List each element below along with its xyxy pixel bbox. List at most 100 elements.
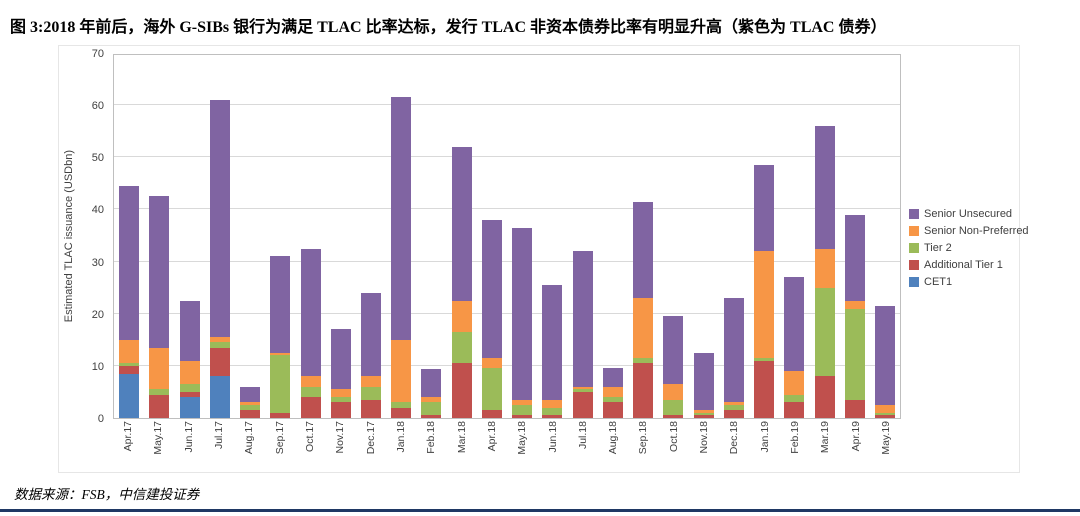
bar-segment-senior-unsecured xyxy=(633,201,654,299)
bar-segment-tier-2 xyxy=(633,358,654,364)
gridline xyxy=(114,156,900,158)
bar-segment-tier-2 xyxy=(602,397,623,403)
x-tick-label: Jul.18 xyxy=(576,421,589,450)
bar-segment-tier-2 xyxy=(179,384,200,392)
x-tick-slot: May.18 xyxy=(507,421,537,471)
bar-Sep.18 xyxy=(628,55,658,418)
legend-item-additional-tier-1: Additional Tier 1 xyxy=(909,259,1021,271)
x-tick-slot: Feb.19 xyxy=(780,421,810,471)
bar-segment-senior-non-preferred xyxy=(360,376,381,387)
x-tick-slot: Sep.18 xyxy=(628,421,658,471)
x-tick-slot: Apr.17 xyxy=(113,421,143,471)
bar-segment-additional-tier-1 xyxy=(300,397,321,418)
x-tick-label: Apr.18 xyxy=(485,421,498,452)
bar-segment-additional-tier-1 xyxy=(481,410,502,418)
bar-Dec.17 xyxy=(356,55,386,418)
bar-segment-senior-unsecured xyxy=(754,165,775,252)
bar-segment-senior-unsecured xyxy=(602,368,623,387)
stacked-bar xyxy=(663,316,684,418)
bar-segment-senior-unsecured xyxy=(330,329,351,390)
x-tick-label: May.19 xyxy=(879,421,892,455)
legend-item-cet1: CET1 xyxy=(909,276,1021,288)
x-tick-slot: Jun.17 xyxy=(174,421,204,471)
bar-segment-cet1 xyxy=(179,397,200,418)
stacked-bar xyxy=(360,292,381,418)
x-tick-slot: Aug.17 xyxy=(234,421,264,471)
bar-Nov.18 xyxy=(688,55,718,418)
bar-segment-tier-2 xyxy=(451,331,472,364)
legend-swatch xyxy=(909,277,919,287)
gridline xyxy=(114,312,900,314)
source-note: 数据来源：FSB，中信建投证券 xyxy=(14,487,200,502)
bar-segment-additional-tier-1 xyxy=(723,410,744,418)
x-axis-labels: Apr.17 May.17 Jun.17 Jul.17 Aug.17 Sep.17 Oct.… xyxy=(113,421,901,471)
bar-segment-tier-2 xyxy=(512,404,533,416)
bar-segment-senior-non-preferred xyxy=(542,399,563,408)
bar-segment-senior-non-preferred xyxy=(149,347,170,390)
x-tick-label: Dec.17 xyxy=(364,421,377,455)
stacked-bar xyxy=(693,352,714,418)
y-tick-label: 40 xyxy=(91,204,104,217)
bar-Jan.19 xyxy=(749,55,779,418)
bar-segment-senior-non-preferred xyxy=(844,300,865,309)
legend-label: CET1 xyxy=(924,276,953,288)
legend-label: Tier 2 xyxy=(924,242,952,254)
legend-swatch xyxy=(909,226,919,236)
bar-segment-additional-tier-1 xyxy=(512,415,533,418)
x-tick-label: Jun.17 xyxy=(182,421,195,453)
x-tick-label: Feb.18 xyxy=(425,421,438,454)
bar-segment-tier-2 xyxy=(784,394,805,403)
bar-segment-additional-tier-1 xyxy=(421,415,442,418)
bar-segment-senior-unsecured xyxy=(723,298,744,403)
x-tick-slot: Jun.18 xyxy=(537,421,567,471)
legend-swatch xyxy=(909,243,919,253)
stacked-bar xyxy=(300,248,321,418)
y-tick-label: 0 xyxy=(97,413,104,425)
bar-segment-additional-tier-1 xyxy=(330,402,351,418)
bar-Aug.18 xyxy=(598,55,628,418)
bar-segment-senior-non-preferred xyxy=(240,402,261,405)
bar-Apr.18 xyxy=(477,55,507,418)
y-tick-label: 20 xyxy=(91,308,104,321)
bar-segment-senior-unsecured xyxy=(784,277,805,372)
bar-segment-senior-non-preferred xyxy=(814,248,835,288)
stacked-bar xyxy=(270,256,291,418)
bar-segment-senior-non-preferred xyxy=(451,300,472,332)
bar-segment-senior-non-preferred xyxy=(179,360,200,385)
bar-Oct.17 xyxy=(295,55,325,418)
legend-swatch xyxy=(909,260,919,270)
x-tick-label: Jun.18 xyxy=(546,421,559,453)
gridline xyxy=(114,104,900,106)
bar-segment-additional-tier-1 xyxy=(119,365,140,374)
bar-segment-tier-2 xyxy=(572,389,593,392)
bar-segment-additional-tier-1 xyxy=(360,399,381,418)
bar-segment-senior-unsecured xyxy=(300,248,321,377)
y-tick-label: 10 xyxy=(91,360,104,373)
x-tick-label: Sep.18 xyxy=(637,421,650,455)
bar-Mar.18 xyxy=(447,55,477,418)
bar-Jul.17 xyxy=(205,55,235,418)
stacked-bar xyxy=(784,277,805,418)
x-tick-label: Sep.17 xyxy=(273,421,286,455)
bar-segment-senior-non-preferred xyxy=(874,405,895,413)
bar-segment-additional-tier-1 xyxy=(874,415,895,418)
bar-segment-tier-2 xyxy=(119,363,140,366)
stacked-bar xyxy=(119,186,140,418)
bar-May.17 xyxy=(144,55,174,418)
bar-segment-additional-tier-1 xyxy=(693,415,714,418)
bar-Jun.17 xyxy=(174,55,204,418)
bar-segment-tier-2 xyxy=(300,386,321,398)
x-tick-slot: Oct.17 xyxy=(295,421,325,471)
stacked-bar xyxy=(844,214,865,418)
stacked-bar xyxy=(391,97,412,418)
x-tick-label: Mar.19 xyxy=(819,421,832,454)
bar-segment-additional-tier-1 xyxy=(391,407,412,418)
stacked-bar xyxy=(542,285,563,418)
legend-item-tier-2: Tier 2 xyxy=(909,242,1021,254)
bar-segment-tier-2 xyxy=(723,404,744,411)
bar-segment-additional-tier-1 xyxy=(663,415,684,418)
x-tick-slot: Sep.17 xyxy=(265,421,295,471)
x-tick-slot: Dec.18 xyxy=(719,421,749,471)
bar-segment-tier-2 xyxy=(149,389,170,395)
bar-Apr.17 xyxy=(114,55,144,418)
